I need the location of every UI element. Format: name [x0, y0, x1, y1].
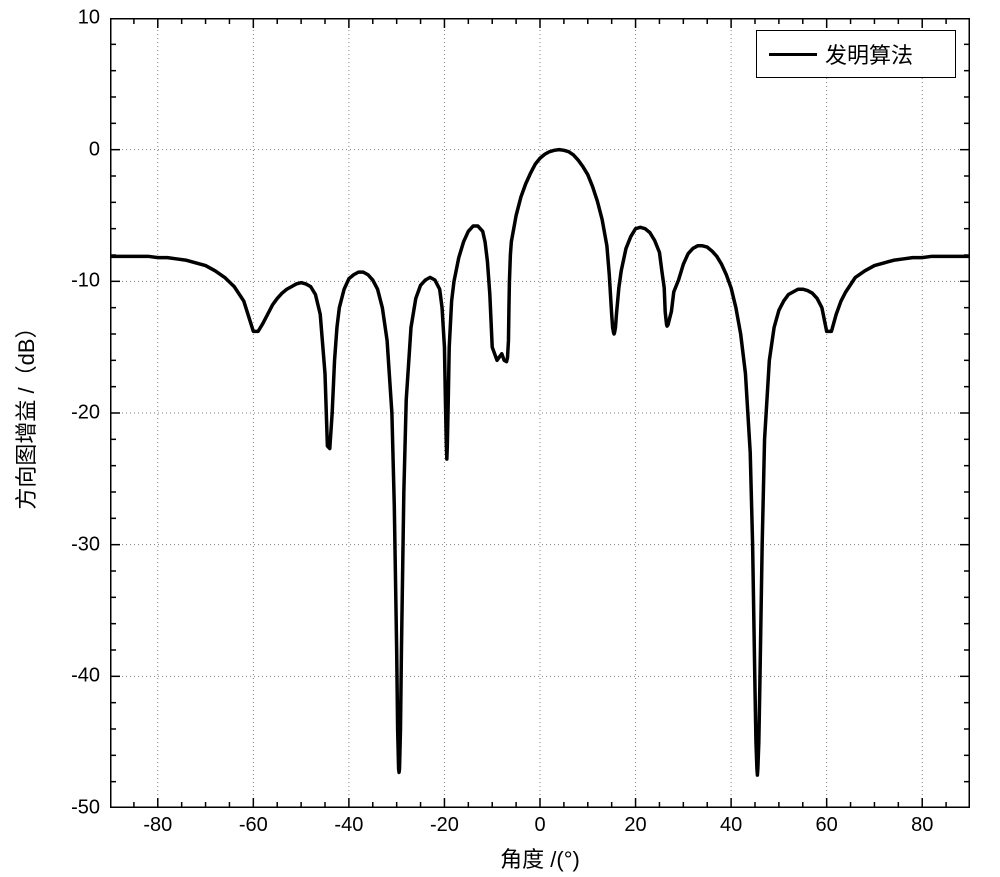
y-tick-label: -50	[71, 797, 100, 820]
x-tick-label: -40	[334, 814, 363, 837]
y-tick-label: -10	[71, 270, 100, 293]
y-axis-label: 方向图增益 /（dB）	[9, 316, 41, 509]
y-tick-label: 10	[78, 7, 100, 30]
x-tick-label: 40	[720, 814, 742, 837]
y-tick-label: -20	[71, 402, 100, 425]
y-tick-label: -30	[71, 533, 100, 556]
legend-line-sample	[769, 53, 817, 56]
plot-svg	[110, 18, 970, 808]
x-axis-label: 角度 /(°)	[500, 842, 580, 874]
x-tick-label: -80	[143, 814, 172, 837]
y-tick-label: 0	[89, 138, 100, 161]
x-tick-label: -60	[239, 814, 268, 837]
x-tick-label: 80	[911, 814, 933, 837]
legend: 发明算法	[756, 30, 956, 78]
x-tick-label: 20	[624, 814, 646, 837]
figure: 方向图增益 /（dB） 角度 /(°) 发明算法 -80 -60 -40 -20 0 20…	[0, 0, 1000, 877]
x-tick-label: 60	[816, 814, 838, 837]
y-tick-label: -40	[71, 665, 100, 688]
x-tick-label: 0	[534, 814, 545, 837]
legend-label: 发明算法	[825, 38, 913, 70]
x-tick-label: -20	[430, 814, 459, 837]
plot-area	[110, 18, 970, 808]
